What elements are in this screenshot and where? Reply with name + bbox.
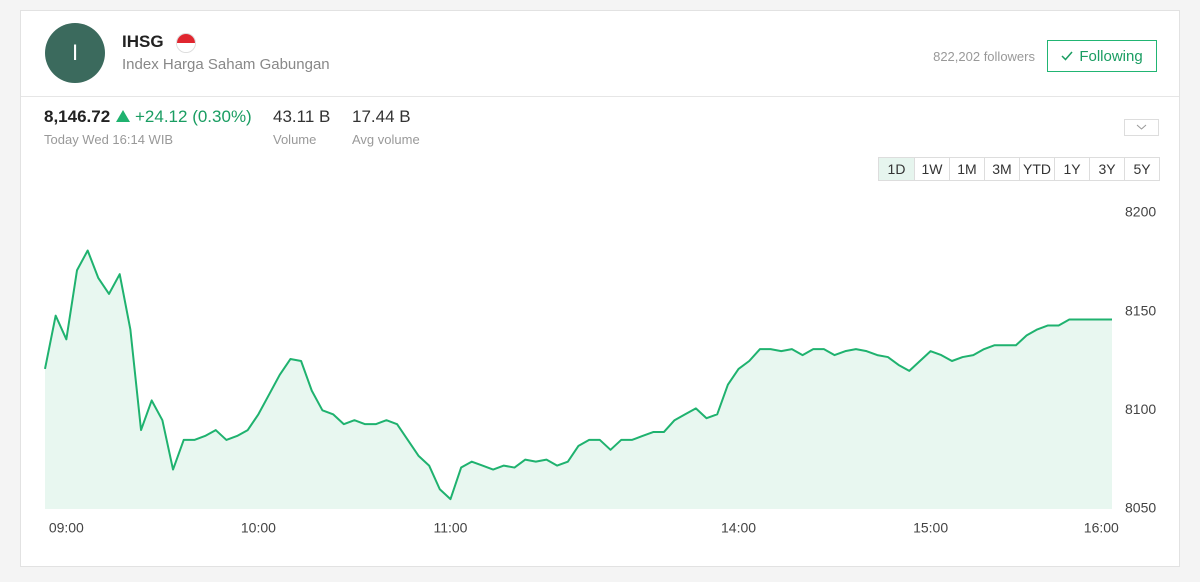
x-tick-label: 16:00 <box>1084 520 1119 536</box>
flag-icon <box>176 33 196 53</box>
range-button[interactable]: 3M <box>984 158 1019 180</box>
volume-label: Volume <box>273 132 317 147</box>
area <box>45 250 1112 509</box>
check-icon <box>1061 51 1073 61</box>
divider <box>21 96 1179 97</box>
price: 8,146.72 <box>44 107 111 126</box>
range-selector: 1D 1W 1M 3M YTD 1Y 3Y 5Y <box>878 157 1160 181</box>
ticker-subtitle: Index Harga Saham Gabungan <box>122 56 330 73</box>
dropdown[interactable] <box>1124 119 1159 136</box>
range-button[interactable]: 5Y <box>1124 158 1159 180</box>
up-arrow <box>116 110 130 122</box>
x-tick-label: 14:00 <box>721 520 756 536</box>
range-button[interactable]: 3Y <box>1089 158 1124 180</box>
range-button[interactable]: YTD <box>1019 158 1054 180</box>
price-line <box>44 249 1112 501</box>
x-tick-label: 09:00 <box>49 520 84 536</box>
x-tick-label: 11:00 <box>433 520 467 536</box>
follow-button[interactable]: Following <box>1047 40 1157 72</box>
follow-label: Following <box>1079 47 1143 65</box>
followers: 822,202 followers <box>933 49 1035 64</box>
timestamp: Today Wed 16:14 WIB <box>44 132 174 147</box>
range-button[interactable]: 1M <box>949 158 984 180</box>
y-tick-label: 8200 <box>1125 204 1156 220</box>
y-tick-label: 8150 <box>1125 302 1156 318</box>
avg-volume: 17.44 B <box>352 107 411 126</box>
range-button[interactable]: 1Y <box>1054 158 1089 180</box>
chevron <box>1136 124 1147 130</box>
y-tick-label: 8050 <box>1125 500 1156 516</box>
x-tick-label: 15:00 <box>913 520 948 536</box>
ticker-title: IHSG <box>122 32 164 51</box>
price-change: +24.12 (0.30%) <box>135 107 252 126</box>
avatar: I <box>45 23 105 83</box>
range-button[interactable]: 1W <box>914 158 949 180</box>
x-tick-label: 10:00 <box>241 520 276 536</box>
y-tick-label: 8100 <box>1125 401 1156 417</box>
volume: 43.11 B <box>273 107 331 126</box>
avg-volume-label: Avg volume <box>352 132 420 147</box>
range-button[interactable]: 1D <box>879 158 914 180</box>
